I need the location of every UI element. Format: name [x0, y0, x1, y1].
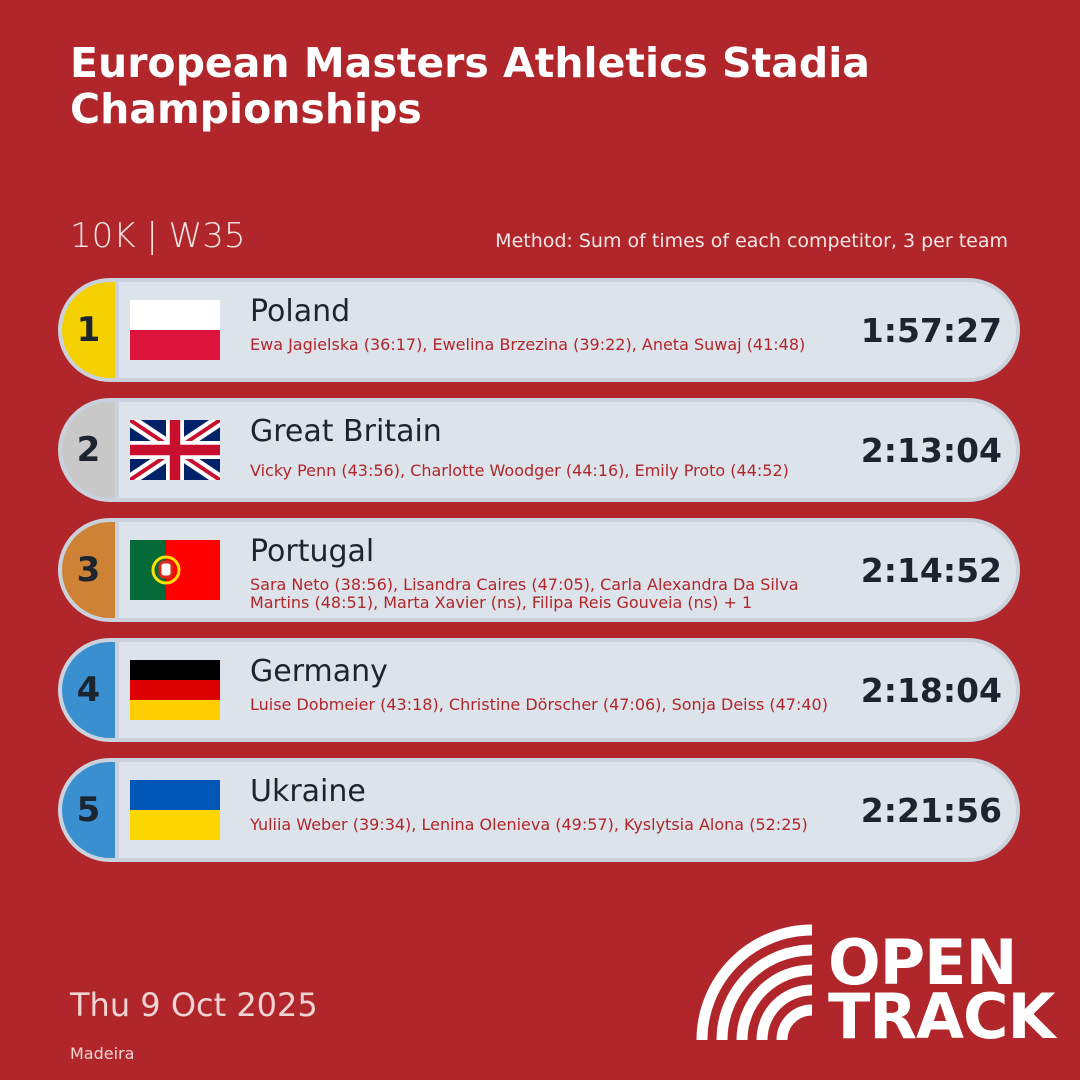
team-time: 2:14:52 [860, 550, 1002, 590]
logo-text: OPEN [828, 926, 1017, 999]
country: Germany [250, 654, 388, 689]
date: Thu 9 Oct 2025 [70, 986, 318, 1024]
flag [130, 660, 220, 720]
team-time: 2:21:56 [860, 790, 1002, 830]
athletes: Ewa Jagielska (36:17), Ewelina Brzezina … [250, 335, 806, 354]
flag [130, 780, 220, 840]
country: Ukraine [250, 774, 366, 809]
flag [130, 300, 220, 360]
result-row: 2 Great Britain Vicky Penn (43:56), Char… [58, 398, 1020, 502]
method: Method: Sum of times of each competitor,… [495, 230, 1008, 252]
team-time: 2:18:04 [860, 670, 1002, 710]
team-time: 1:57:27 [860, 310, 1002, 350]
rank: 5 [62, 762, 119, 858]
result-row: 4 Germany Luise Dobmeier (43:18), Christ… [58, 638, 1020, 742]
rank: 4 [62, 642, 119, 738]
title: European Masters Athletics Stadia Champi… [70, 39, 870, 133]
flag [130, 420, 220, 480]
flag [130, 540, 220, 600]
location: Madeira [70, 1044, 135, 1063]
rank: 2 [62, 402, 119, 498]
athletes: Yuliia Weber (39:34), Lenina Olenieva (4… [250, 815, 808, 834]
country: Great Britain [250, 414, 442, 449]
logo-mark [696, 924, 813, 1041]
country: Poland [250, 294, 351, 329]
team-time: 2:13:04 [860, 430, 1002, 470]
result-row: 3 Portugal Sara Neto (38:56), Lisandra C… [58, 518, 1020, 622]
athletes: Vicky Penn (43:56), Charlotte Woodger (4… [250, 461, 789, 480]
result-row: 5 Ukraine Yuliia Weber (39:34), Lenina O… [58, 758, 1020, 862]
country: Portugal [250, 534, 375, 569]
athletes: Luise Dobmeier (43:18), Christine Dörsch… [250, 695, 828, 714]
result-row: 1 Poland Ewa Jagielska (36:17), Ewelina … [58, 278, 1020, 382]
athletes: Sara Neto (38:56), Lisandra Caires (47:0… [250, 575, 799, 612]
rank: 3 [62, 522, 119, 618]
logo-text: TRACK [828, 980, 1056, 1053]
rank: 1 [62, 282, 119, 378]
event: 10K | W35 [70, 216, 246, 256]
